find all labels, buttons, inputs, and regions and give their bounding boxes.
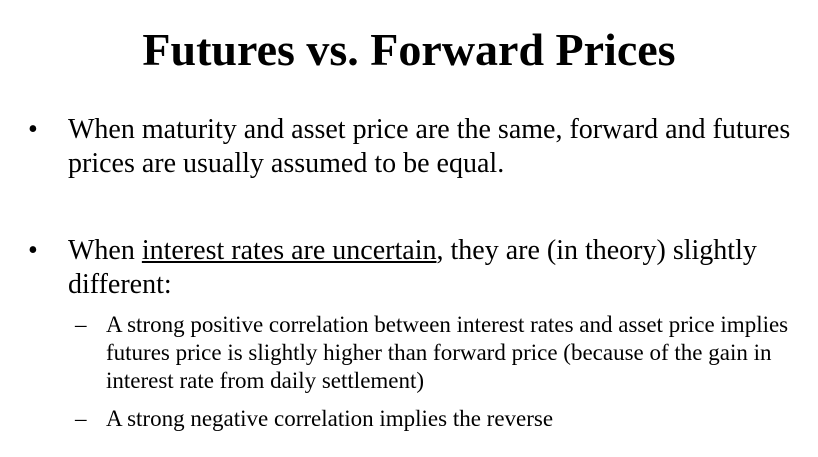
bullet-text: When interest rates are uncertain, they … <box>68 234 813 302</box>
bullet-text-start: When <box>68 235 142 266</box>
sub-bullet-text: A strong negative correlation implies th… <box>106 406 554 431</box>
sub-bullet-text: A strong positive correlation between in… <box>106 312 789 393</box>
bullet-text-end: , they are (in theory) slightly differen… <box>68 235 757 300</box>
sub-bullet-marker: – <box>75 406 87 431</box>
bullet-marker: • <box>28 114 38 145</box>
underlined-phrase: interest rates are uncertain <box>141 235 437 266</box>
bullet-text: When maturity and asset price are the sa… <box>68 114 791 179</box>
sub-bullet-marker: – <box>75 312 87 337</box>
bullet-marker: • <box>28 235 38 266</box>
slide-title: Futures vs. Forward Prices <box>142 24 676 75</box>
